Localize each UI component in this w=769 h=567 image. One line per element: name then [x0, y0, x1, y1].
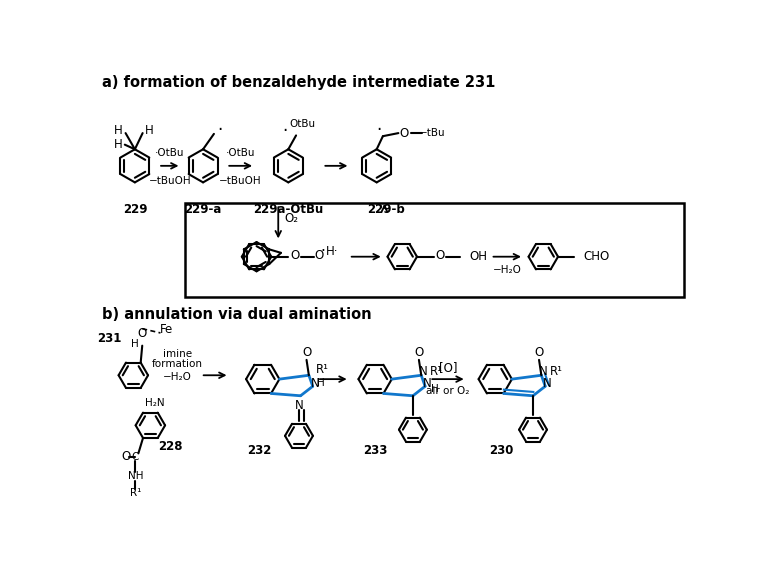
Text: CHO: CHO: [584, 250, 610, 263]
Text: b) annulation via dual amination: b) annulation via dual amination: [102, 307, 371, 321]
Text: OtBu: OtBu: [290, 119, 316, 129]
Text: ·OtBu: ·OtBu: [225, 148, 255, 158]
Text: R¹: R¹: [551, 365, 564, 378]
Text: 229-b: 229-b: [367, 203, 404, 216]
Text: −tBuOH: −tBuOH: [148, 176, 191, 186]
Text: 230: 230: [489, 444, 514, 457]
Text: O: O: [435, 249, 444, 263]
Text: imine: imine: [163, 349, 192, 359]
Text: −H₂O: −H₂O: [163, 372, 192, 382]
Text: −H₂O: −H₂O: [492, 265, 521, 275]
Text: ·OtBu: ·OtBu: [155, 148, 185, 158]
Text: 233: 233: [363, 444, 388, 457]
Text: H: H: [145, 124, 153, 137]
Text: OH: OH: [469, 250, 487, 263]
Text: 228: 228: [158, 439, 183, 452]
Text: N: N: [419, 365, 428, 378]
Text: O: O: [138, 327, 147, 340]
Text: H₂N: H₂N: [145, 397, 165, 408]
Text: O: O: [122, 450, 131, 463]
Text: H: H: [114, 138, 122, 151]
Text: O: O: [290, 249, 299, 263]
Text: 229a-OtBu: 229a-OtBu: [253, 203, 324, 216]
Text: R¹: R¹: [129, 488, 141, 498]
Bar: [185, 203, 684, 297]
Text: H·: H·: [325, 245, 338, 258]
Text: N: N: [543, 376, 552, 390]
Text: ·: ·: [376, 121, 381, 139]
Text: a) formation of benzaldehyde intermediate 231: a) formation of benzaldehyde intermediat…: [102, 75, 495, 90]
Text: 232: 232: [247, 444, 271, 457]
Text: H: H: [317, 378, 325, 388]
Text: 229: 229: [122, 203, 147, 216]
Text: −tBu: −tBu: [419, 128, 446, 138]
Text: N: N: [539, 365, 548, 378]
Text: 231: 231: [98, 332, 122, 345]
Text: O: O: [414, 346, 424, 359]
Text: R¹: R¹: [315, 363, 328, 376]
Text: H: H: [131, 339, 138, 349]
Text: H: H: [431, 384, 439, 395]
Text: NH: NH: [128, 472, 143, 481]
Text: 229-a: 229-a: [185, 203, 221, 216]
Text: N: N: [295, 399, 303, 412]
Text: Fe: Fe: [160, 323, 173, 336]
Text: −tBuOH: −tBuOH: [219, 176, 261, 186]
Text: O: O: [315, 249, 324, 263]
Text: ·: ·: [218, 121, 223, 139]
Text: [O]: [O]: [439, 361, 458, 374]
Text: air or O₂: air or O₂: [426, 386, 470, 396]
Text: N: N: [423, 376, 432, 390]
Text: O: O: [534, 346, 544, 359]
Text: O₂: O₂: [285, 211, 298, 225]
Text: H: H: [114, 124, 122, 137]
Text: O: O: [302, 346, 311, 359]
Text: formation: formation: [152, 359, 203, 370]
Text: ·: ·: [281, 122, 287, 140]
Text: C: C: [131, 452, 139, 462]
Text: R¹: R¹: [430, 365, 443, 378]
Text: ·: ·: [321, 244, 325, 259]
Text: O: O: [399, 126, 408, 139]
Text: N: N: [311, 376, 319, 390]
